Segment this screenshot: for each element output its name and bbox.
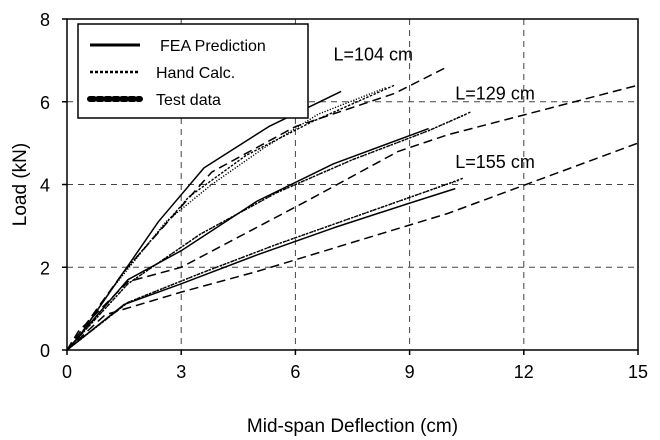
series-dotted-155: [66, 179, 460, 351]
length-annotation: L=155 cm: [455, 152, 535, 172]
series-layer: [66, 65, 639, 351]
length-annotation: L=104 cm: [333, 44, 413, 64]
series-dense-dashed-155: [66, 177, 464, 351]
series-solid-104: [66, 90, 342, 351]
legend-items: FEA Prediction Hand Calc. Test data: [87, 38, 266, 109]
x-tick-label: 3: [176, 362, 186, 382]
series-dotted-104: [66, 86, 388, 351]
legend-label: Test data: [156, 92, 221, 109]
series-solid-129: [66, 127, 429, 351]
tick-layer: 0 3 6 9 12 15 0 2 4 6 8: [40, 10, 648, 382]
series-dotted-129: [66, 113, 467, 351]
series-long-dashed-104: [66, 65, 449, 351]
length-annotation: L=129 cm: [455, 84, 535, 104]
y-tick-label: 0: [40, 341, 50, 361]
y-axis-title: Load (kN): [10, 143, 31, 226]
x-tick-label: 0: [62, 362, 72, 382]
legend-label: Hand Calc.: [156, 65, 235, 82]
annotation-layer: L=104 cm L=129 cm L=155 cm: [333, 44, 534, 172]
y-tick-label: 4: [40, 176, 50, 196]
x-axis-title: Mid-span Deflection (cm): [247, 416, 458, 437]
x-tick-label: 6: [290, 362, 300, 382]
y-tick-label: 6: [40, 93, 50, 113]
series-long-dashed-155: [66, 142, 639, 351]
y-tick-label: 8: [40, 10, 50, 30]
x-tick-label: 9: [405, 362, 415, 382]
y-tick-label: 2: [40, 258, 50, 278]
legend-label: FEA Prediction: [160, 38, 266, 55]
x-tick-label: 12: [514, 362, 534, 382]
legend: FEA Prediction Hand Calc. Test data: [77, 23, 309, 119]
x-tick-label: 15: [628, 362, 648, 382]
series-long-dashed-129: [66, 84, 639, 351]
